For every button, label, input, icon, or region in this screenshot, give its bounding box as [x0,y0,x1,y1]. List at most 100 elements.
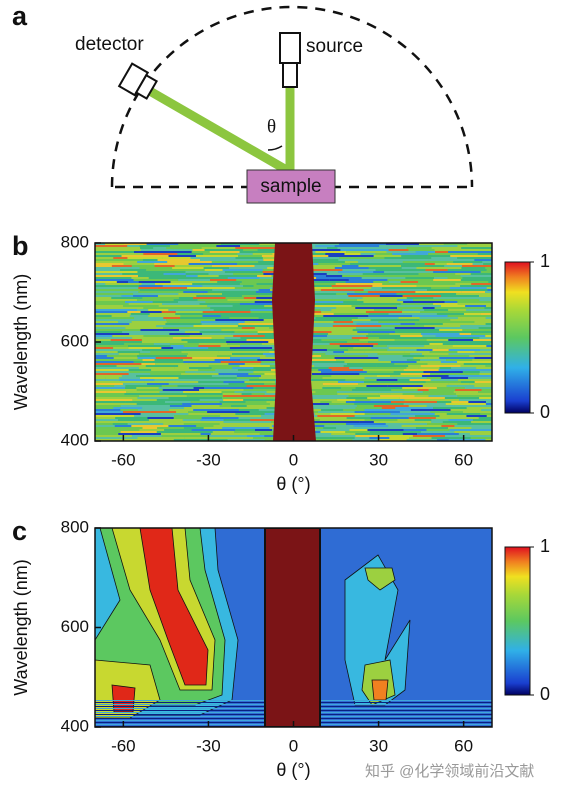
heatmap-texture [125,327,164,330]
heatmap-texture [252,253,273,256]
heatmap-texture [173,299,198,302]
heatmap-texture [95,435,133,438]
heatmap-texture [105,243,124,246]
diagram: a θ sample detector source [12,1,474,204]
heatmap-texture [345,401,391,404]
heatmap-texture [302,367,329,370]
heatmap-texture [443,393,457,396]
heatmap-texture [327,247,338,250]
heatmap-texture [331,331,358,334]
heatmap-texture [122,273,164,276]
heatmap-texture [219,401,246,404]
heatmap-texture [222,395,258,398]
heatmap-texture [425,269,448,272]
heatmap-texture [95,329,141,332]
heatmap-texture [226,341,269,344]
heatmap-texture [161,435,208,438]
heatmap-texture [245,401,267,404]
heatmap-texture [168,309,214,312]
heatmap-texture [213,309,251,312]
heatmap-texture [403,403,446,406]
heatmap-texture [198,277,228,280]
heatmap-texture [469,433,492,436]
heatmap-texture [378,393,391,396]
heatmap-texture [376,365,409,368]
heatmap-texture [444,351,458,354]
heatmap-texture [184,437,208,440]
heatmap-texture [348,395,381,398]
heatmap-texture [95,279,134,282]
heatmap-texture [462,277,492,280]
heatmap-texture [387,385,423,388]
heatmap-texture [439,331,463,334]
heatmap-texture [120,409,138,412]
heatmap-texture [353,321,379,324]
heatmap-texture [195,255,239,258]
heatmap-texture [223,419,251,422]
heatmap-texture [250,351,270,354]
heatmap-texture [474,321,492,324]
heatmap-texture [313,405,357,408]
heatmap-texture [342,299,358,302]
heatmap-texture [318,369,332,372]
heatmap-texture [429,343,443,346]
heatmap-texture [95,421,135,424]
heatmap-texture [445,403,486,406]
heatmap-texture [343,365,377,368]
heatmap-texture [148,309,169,312]
heatmap-texture [196,295,242,298]
x-tick-label: -30 [196,450,221,469]
heatmap-texture [169,393,208,396]
heatmap-texture [374,427,416,430]
heatmap-texture [344,261,358,264]
heatmap-texture [472,263,484,266]
heatmap-texture [416,361,441,364]
heatmap-texture [127,245,140,248]
source-label: source [306,36,363,57]
heatmap-texture [457,351,475,354]
heatmap-texture [485,267,492,270]
heatmap-texture [460,275,492,278]
heatmap-texture [399,397,445,400]
heatmap-texture [117,419,149,422]
heatmap-texture [239,409,259,412]
heatmap-texture [304,341,348,344]
heatmap-texture [296,381,339,384]
heatmap-texture [154,379,176,382]
heatmap-texture [443,243,468,246]
heatmap-texture [218,373,249,376]
heatmap-texture [355,387,403,390]
heatmap-texture [451,369,492,372]
heatmap-texture [312,437,355,440]
heatmap-texture [235,429,255,432]
heatmap-texture [95,247,141,250]
heatmap-texture [339,345,374,348]
heatmap-texture [460,285,486,288]
heatmap-texture [95,415,135,418]
heatmap-texture [423,371,463,374]
heatmap-texture [247,435,265,438]
heatmap-texture [156,431,187,434]
heatmap-texture [137,355,187,358]
heatmap-texture [200,433,211,436]
heatmap-texture [471,283,492,286]
heatmap-texture [396,305,441,308]
heatmap-texture [320,289,364,292]
heatmap-texture [422,307,435,310]
heatmap-texture [339,257,385,260]
heatmap-texture [175,313,214,316]
heatmap-texture [430,373,480,376]
heatmap-texture [390,375,423,378]
heatmap-texture [322,387,341,390]
heatmap-texture [305,299,343,302]
heatmap-texture [254,327,270,330]
heatmap-texture [188,363,229,366]
heatmap-texture [332,287,372,290]
heatmap-texture [138,367,175,370]
heatmap-texture [394,339,427,342]
heatmap-texture [116,281,129,284]
heatmap-texture [303,351,334,354]
heatmap-texture [95,297,112,300]
heatmap-texture [400,281,418,284]
heatmap-texture [168,255,196,258]
